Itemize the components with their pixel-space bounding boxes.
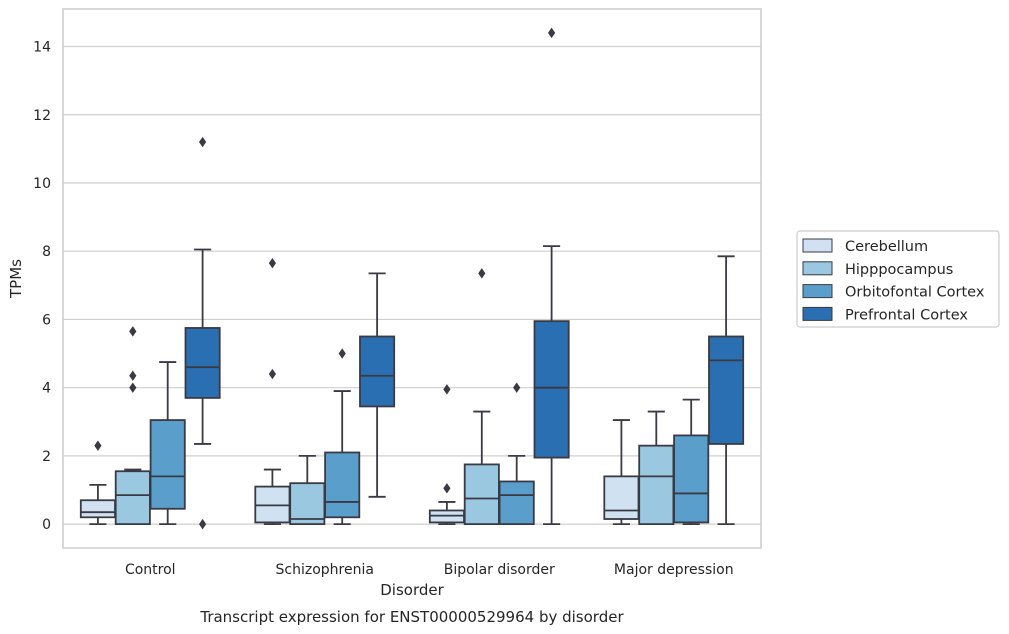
box-1-3 bbox=[638, 444, 675, 526]
outlier-marker bbox=[268, 257, 276, 269]
box-3-2 bbox=[533, 320, 570, 459]
box-1-1 bbox=[289, 482, 326, 526]
legend-swatch bbox=[802, 284, 833, 299]
legend-swatch bbox=[802, 306, 833, 321]
outlier-marker bbox=[268, 368, 276, 380]
outlier-marker bbox=[199, 136, 207, 148]
legend-entry-label: Hipppocampus bbox=[845, 262, 953, 278]
box-1-0 bbox=[114, 470, 151, 526]
legend-entry-label: Prefrontal Cortex bbox=[845, 307, 968, 323]
y-tick-label: 0 bbox=[42, 517, 51, 533]
outlier-marker bbox=[129, 326, 137, 337]
y-tick-label: 10 bbox=[33, 176, 51, 192]
outlier-marker bbox=[129, 382, 137, 393]
outlier-marker bbox=[548, 27, 556, 39]
y-tick-label: 14 bbox=[33, 40, 51, 56]
box-2-3 bbox=[673, 434, 710, 524]
outlier-marker bbox=[443, 384, 451, 395]
legend-entry-label: Orbitofontal Cortex bbox=[845, 285, 985, 301]
x-tick-label: Control bbox=[125, 562, 176, 578]
legend-swatch bbox=[802, 238, 833, 253]
x-tick-label: Schizophrenia bbox=[276, 562, 374, 578]
y-tick-label: 6 bbox=[42, 312, 51, 328]
outlier-marker bbox=[129, 370, 137, 381]
y-tick-label: 12 bbox=[33, 108, 51, 124]
outlier-marker bbox=[338, 348, 346, 359]
legend-entry-label: Cerebellum bbox=[845, 239, 928, 255]
box-1-2 bbox=[463, 463, 500, 526]
plot-frame bbox=[62, 8, 762, 549]
y-tick-label: 4 bbox=[42, 381, 51, 397]
x-tick-label: Bipolar disorder bbox=[444, 562, 555, 578]
outlier-marker bbox=[478, 268, 486, 279]
box-3-1 bbox=[359, 335, 396, 408]
legend-box bbox=[796, 230, 1000, 328]
outlier-marker bbox=[513, 382, 521, 393]
x-tick-label: Major depression bbox=[614, 562, 734, 578]
box-0-3 bbox=[603, 475, 640, 520]
box-3-0 bbox=[184, 327, 221, 399]
outlier-marker bbox=[94, 440, 102, 451]
box-2-0 bbox=[149, 419, 186, 510]
box-0-0 bbox=[79, 499, 116, 519]
chart-caption: Transcript expression for ENST0000052996… bbox=[199, 608, 624, 626]
outlier-marker bbox=[199, 518, 207, 530]
outlier-marker bbox=[443, 483, 451, 494]
box-2-2 bbox=[498, 480, 535, 526]
box-2-1 bbox=[324, 451, 361, 519]
y-tick-label: 8 bbox=[42, 244, 51, 260]
y-tick-label: 2 bbox=[42, 449, 51, 465]
box-3-3 bbox=[708, 335, 745, 445]
y-axis-label: TPMs bbox=[7, 259, 25, 299]
legend-swatch bbox=[802, 261, 833, 276]
x-axis-label: Disorder bbox=[380, 581, 444, 599]
